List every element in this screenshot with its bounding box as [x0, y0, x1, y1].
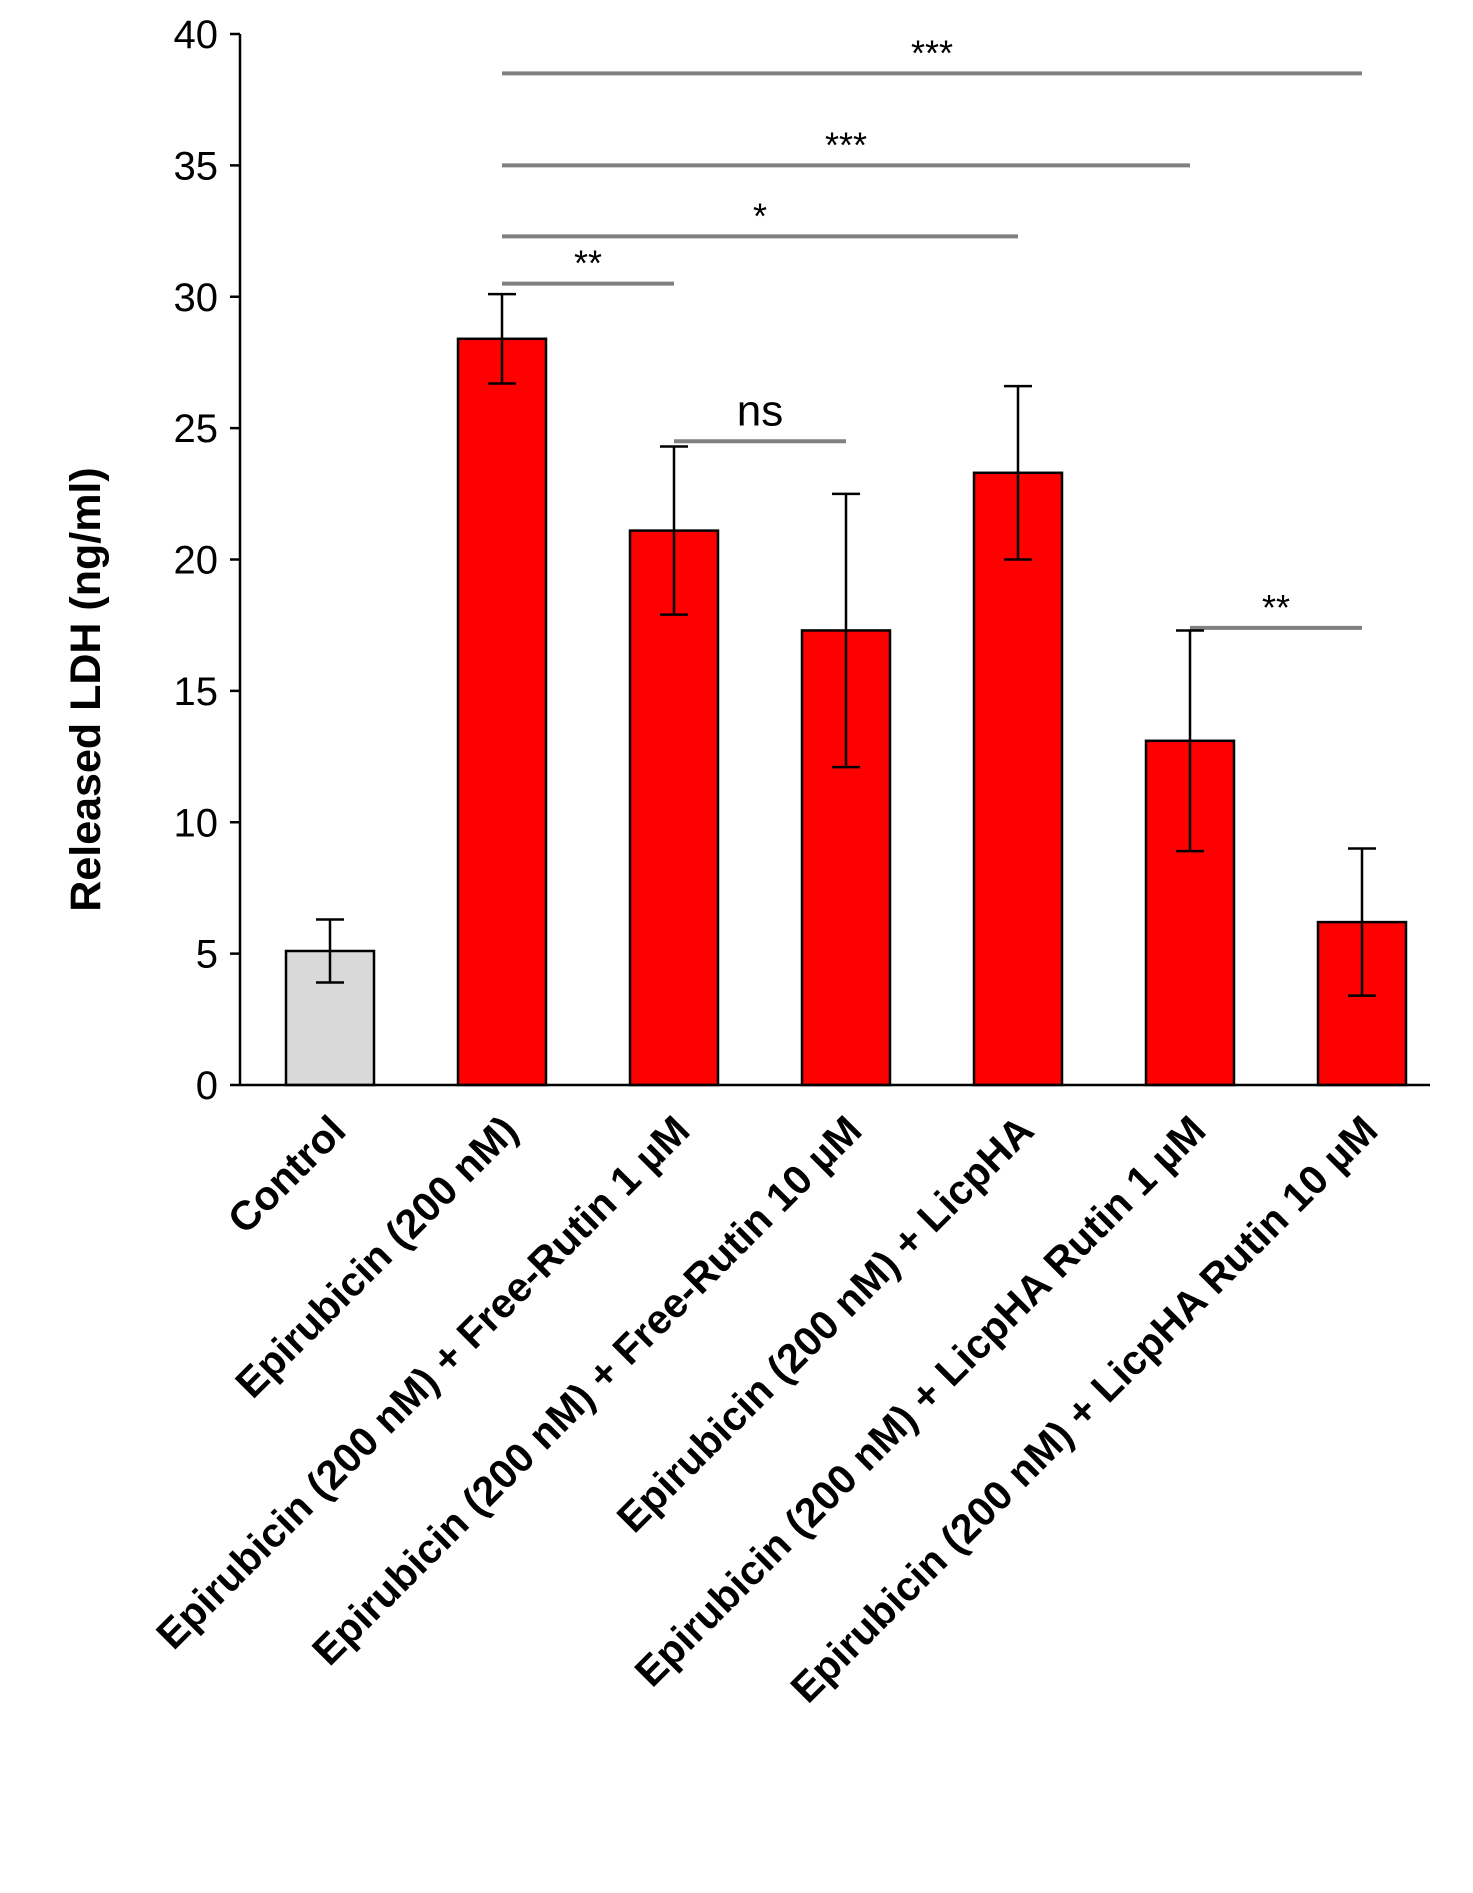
y-axis-title: Released LDH (ng/ml) [62, 467, 110, 911]
y-tick-label: 20 [174, 539, 219, 583]
y-tick-label: 0 [196, 1064, 218, 1108]
y-tick-label: 15 [174, 670, 219, 714]
significance-label: *** [825, 124, 867, 165]
y-tick-label: 25 [174, 407, 219, 451]
significance-label: ** [1262, 587, 1290, 628]
x-tick-label: Epirubicin (200 nM) [226, 1107, 526, 1407]
y-tick-label: 30 [174, 276, 219, 320]
significance-label: ns [737, 386, 783, 435]
y-tick-label: 35 [174, 144, 219, 188]
x-tick-label: Epirubicin (200 nM) + LicpHA Rutin 1 µM [626, 1107, 1215, 1696]
bar [972, 471, 1064, 1087]
x-tick-label: Epirubicin (200 nM) + LicpHA Rutin 10 µM [782, 1107, 1387, 1712]
y-tick-label: 10 [174, 801, 219, 845]
y-tick-label: 5 [196, 933, 218, 977]
y-tick-label: 40 [174, 13, 219, 57]
x-tick-label: Control [219, 1107, 355, 1243]
significance-label: *** [911, 32, 953, 73]
significance-label: ** [574, 243, 602, 284]
significance-label: * [753, 195, 767, 236]
significance-brackets: *********ns** [502, 32, 1362, 630]
bars [284, 292, 1408, 1087]
bar [456, 337, 548, 1087]
y-axis: 0 5 10 15 20 25 30 35 40 [174, 13, 242, 1108]
